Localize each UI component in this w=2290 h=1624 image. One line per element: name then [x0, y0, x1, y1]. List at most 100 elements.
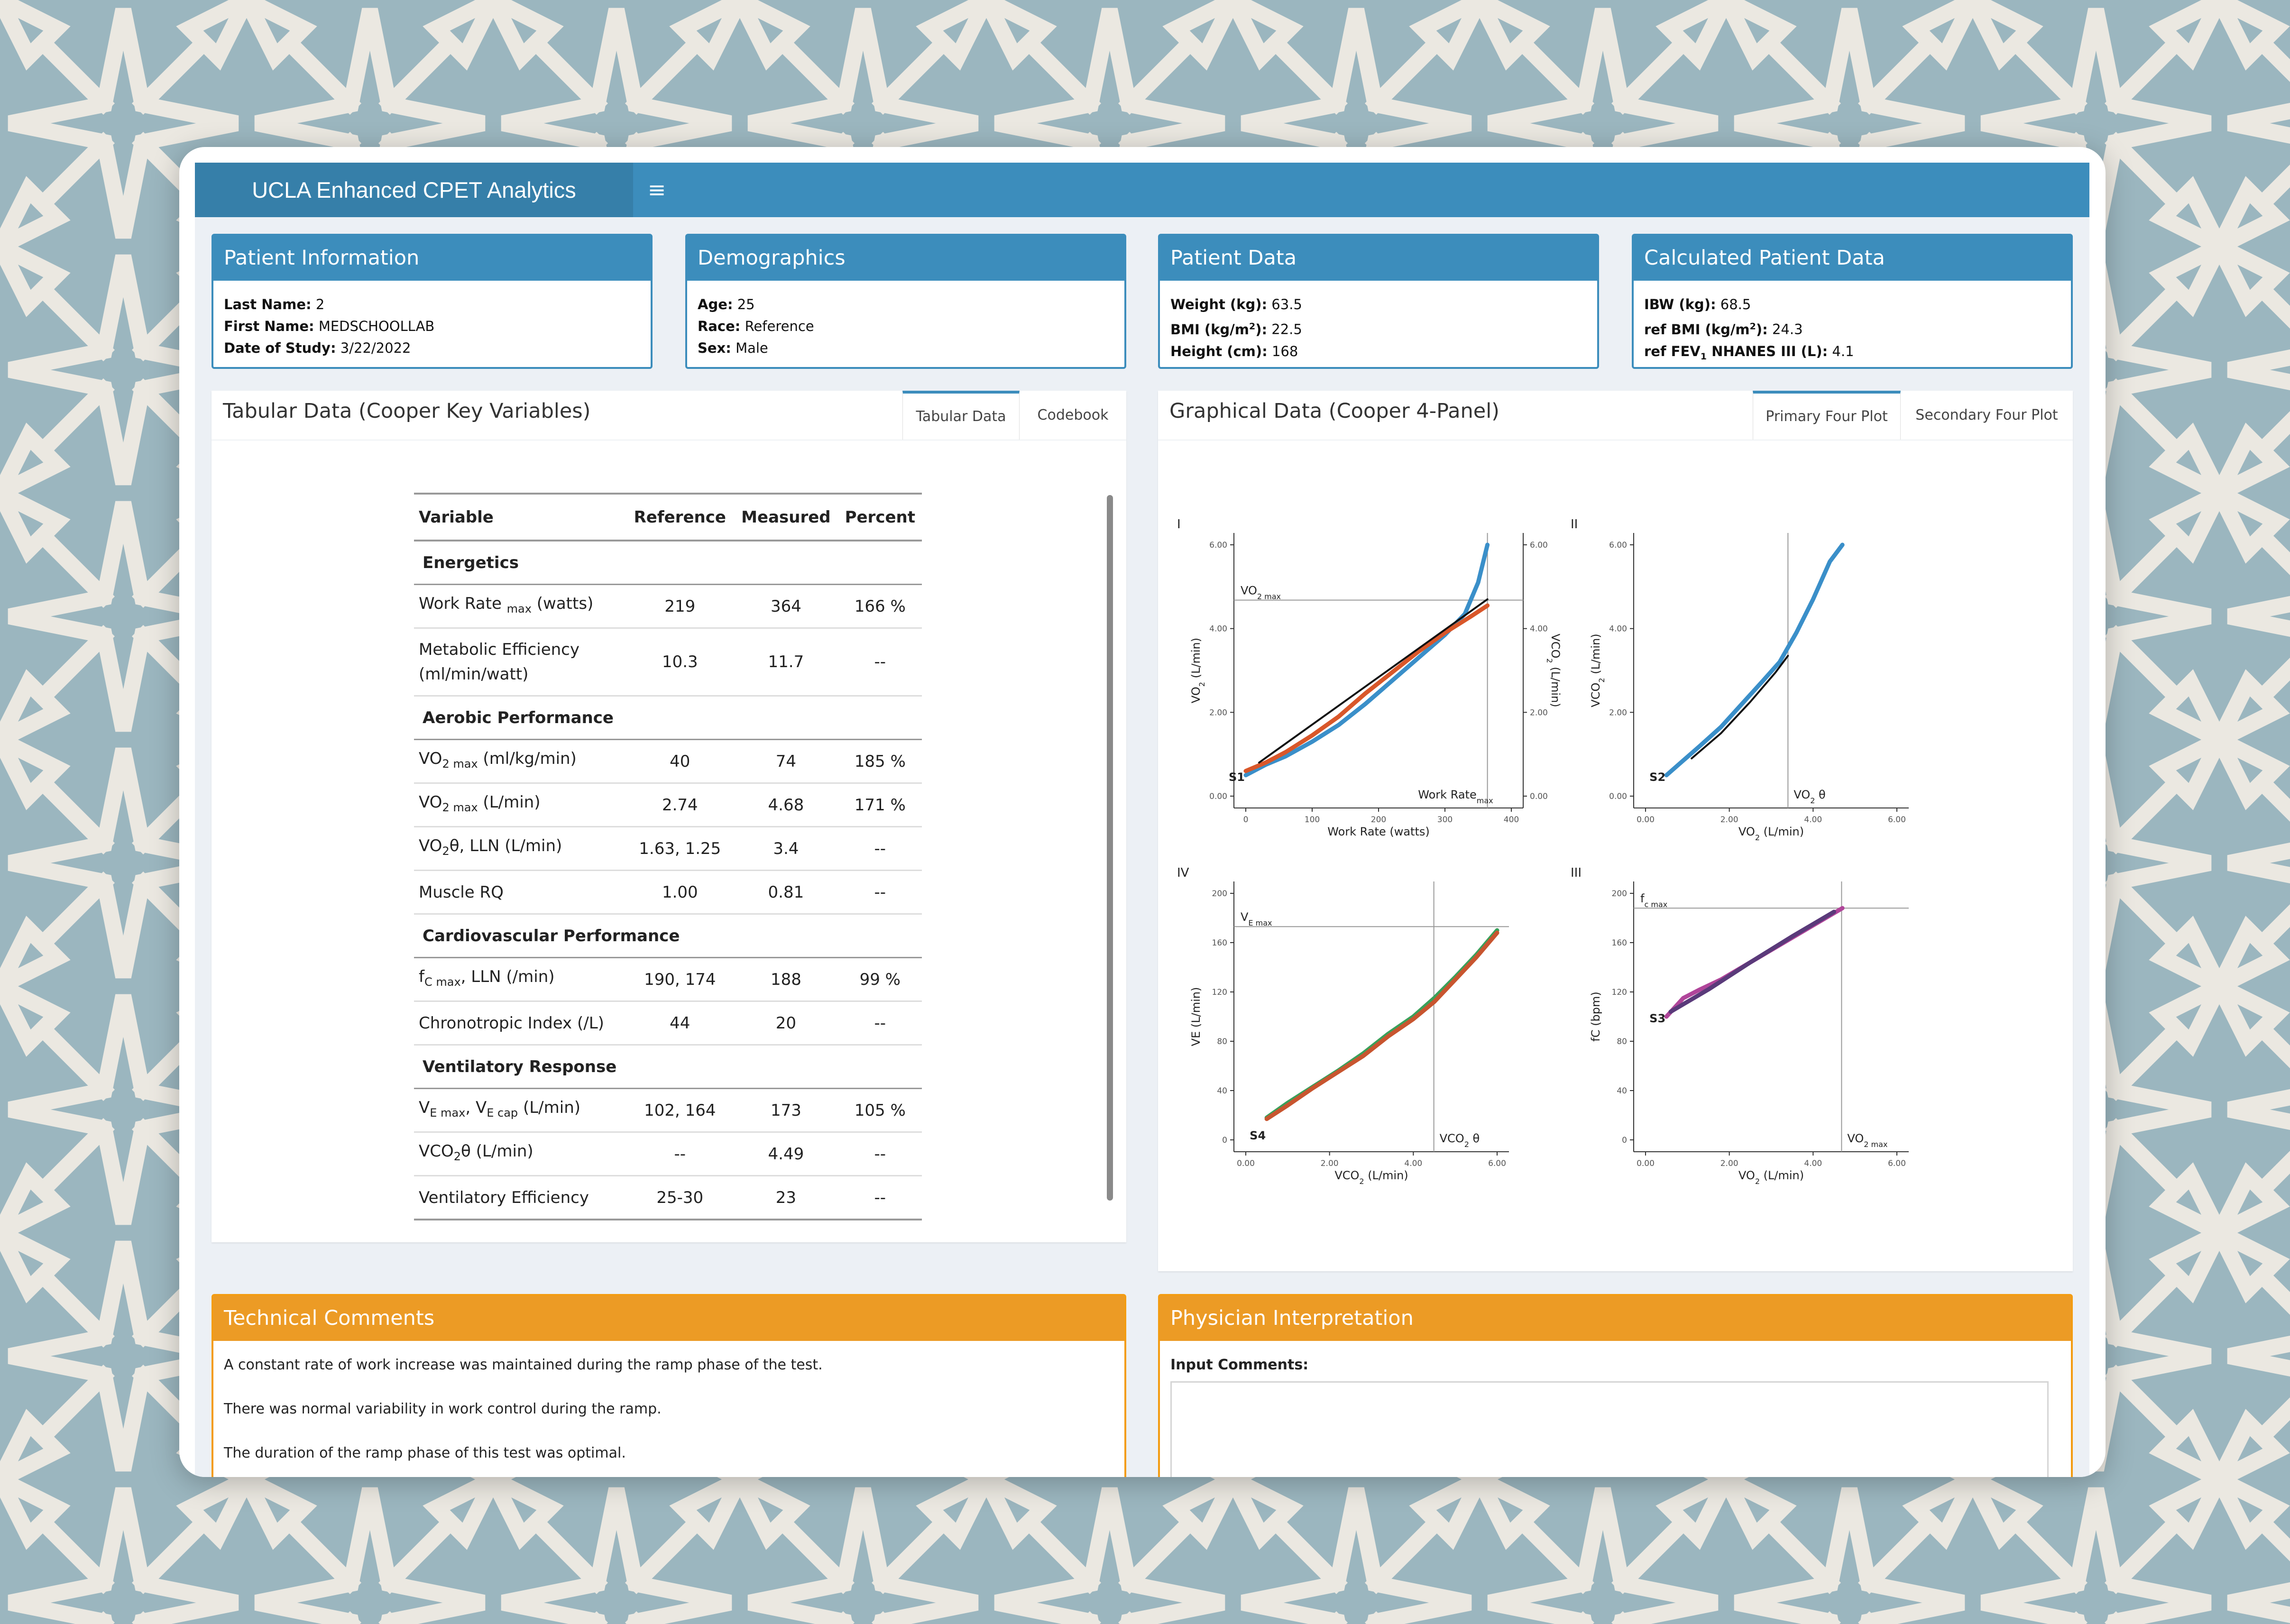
label: Age:	[698, 296, 733, 312]
y-axis-title-part: 2	[1197, 682, 1206, 687]
data-series-line	[1668, 909, 1836, 1014]
label: Weight (kg):	[1170, 296, 1268, 312]
measured-cell: 23	[734, 1175, 838, 1220]
bmi-value: 22.5	[1271, 321, 1302, 338]
reference-cell: 102, 164	[626, 1088, 734, 1133]
segment-label: S3	[1649, 1012, 1665, 1025]
y-axis-title: fC (bpm)	[1589, 991, 1602, 1041]
x-tick-label: 100	[1305, 815, 1320, 825]
tab-primary-four-plot[interactable]: Primary Four Plot	[1753, 391, 1901, 440]
y-tick-label: 2.00	[1209, 708, 1227, 717]
measured-cell: 74	[734, 739, 838, 784]
tabular-data-title: Tabular Data (Cooper Key Variables)	[223, 399, 591, 423]
x-axis-title: VO2 (L/min)	[1738, 825, 1804, 842]
variable-cell: VE max, VE cap (L/min)	[414, 1088, 626, 1133]
data-series-line	[1664, 542, 1845, 778]
y-axis-title-part: 2	[1597, 678, 1606, 682]
x-tick-label: 2.00	[1720, 815, 1738, 825]
section-row: Ventilatory Response	[414, 1045, 922, 1089]
section-ventilatory-response: Ventilatory Response	[414, 1045, 922, 1089]
reference-label-horizontal-part: VO	[1241, 584, 1257, 597]
reference-cell: 1.63, 1.25	[626, 826, 734, 871]
table-row: VCO2θ (L/min) -- 4.49 --	[414, 1132, 922, 1176]
y-tick-label: 2.00	[1609, 708, 1627, 717]
hamburger-icon[interactable]: ≡	[647, 177, 666, 202]
calculated-data-content: IBW (kg): 68.5 ref BMI (kg/m2): 24.3 ref…	[1644, 294, 1854, 367]
measured-cell: 364	[734, 584, 838, 629]
variable-cell: Metabolic Efficiency (ml/min/watt)	[414, 628, 626, 697]
y2-axis-title-part: VCO	[1549, 633, 1562, 658]
app-window: UCLA Enhanced CPET Analytics ≡ Patient I…	[179, 147, 2106, 1477]
variable-cell: fC max, LLN (/min)	[414, 957, 626, 1002]
reference-cell: 2.74	[626, 783, 734, 827]
x-tick-label: 4.00	[1404, 1159, 1422, 1168]
y2-tick-label: 6.00	[1530, 541, 1548, 550]
column-header-variable: Variable	[414, 493, 626, 541]
column-header-percent: Percent	[838, 493, 922, 541]
table-row: Work Rate max (watts) 219 364 166 %	[414, 584, 922, 629]
label: ref FEV1 NHANES III (L):	[1644, 343, 1828, 362]
reference-label-horizontal-part: E max	[1248, 918, 1272, 927]
box-title: Calculated Patient Data	[1634, 236, 2071, 281]
cooper-four-panel-plots: I0 100 200 300 4000.002.004.006.000.002.004.…	[1177, 517, 1909, 1186]
sex-value: Male	[736, 340, 768, 356]
physician-comments-input[interactable]	[1170, 1381, 2049, 1477]
measured-cell: 11.7	[734, 628, 838, 697]
table-scrollbar[interactable]	[1107, 495, 1113, 1201]
y-tick-label: 40	[1217, 1086, 1227, 1096]
panel-label: III	[1571, 866, 1582, 880]
section-row: Energetics	[414, 541, 922, 585]
patient-information-box: Patient Information Last Name: 2 First N…	[212, 234, 653, 369]
y-axis-title-part: (L/min)	[1589, 633, 1602, 678]
measured-cell: 0.81	[734, 870, 838, 915]
x-tick-label: 4.00	[1804, 1159, 1822, 1168]
section-aerobic-performance: Aerobic Performance	[414, 696, 922, 740]
section-cardiovascular-performance: Cardiovascular Performance	[414, 914, 922, 958]
top-navbar: UCLA Enhanced CPET Analytics ≡	[195, 163, 2089, 217]
percent-cell: --	[838, 826, 922, 871]
tab-codebook[interactable]: Codebook	[1037, 407, 1109, 423]
percent-cell: 185 %	[838, 739, 922, 784]
patient-data-box: Patient Data Weight (kg): 63.5 BMI (kg/m…	[1158, 234, 1599, 369]
y-tick-label: 0	[1622, 1136, 1627, 1145]
reference-label-vertical-part: θ	[1469, 1132, 1480, 1145]
reference-cell: 10.3	[626, 628, 734, 697]
x-tick-label: 6.00	[1488, 1159, 1506, 1168]
reference-label-horizontal-part: V	[1241, 910, 1249, 924]
y2-tick-label: 2.00	[1530, 708, 1548, 717]
y-axis-title: VO2 (L/min)	[1189, 638, 1206, 703]
tab-tabular-data[interactable]: Tabular Data	[902, 391, 1020, 440]
variable-cell: Ventilatory Efficiency	[414, 1175, 626, 1220]
x-axis-title: Work Rate (watts)	[1327, 825, 1429, 838]
variable-cell: VO2 max (ml/kg/min)	[414, 739, 626, 784]
cooper-key-variables-table: Variable Reference Measured Percent Ener…	[414, 493, 922, 1220]
variable-cell: VO2θ, LLN (L/min)	[414, 826, 626, 871]
x-axis-title-part: VO	[1738, 1169, 1755, 1182]
y-tick-label: 6.00	[1609, 541, 1627, 550]
reference-cell: 25-30	[626, 1175, 734, 1220]
y-tick-label: 80	[1217, 1037, 1227, 1046]
x-tick-label: 0.00	[1637, 815, 1655, 825]
tab-secondary-four-plot[interactable]: Secondary Four Plot	[1915, 407, 2058, 423]
box-title: Physician Interpretation	[1160, 1296, 2071, 1341]
y-tick-label: 0	[1222, 1136, 1227, 1145]
percent-cell: --	[838, 1001, 922, 1046]
tabular-data-box: Tabular Data (Cooper Key Variables) Tabu…	[212, 391, 1126, 1242]
segment-label: S2	[1649, 771, 1665, 784]
height-value: 168	[1271, 343, 1298, 359]
demographics-content: Age: 25 Race: Reference Sex: Male	[698, 294, 814, 359]
app-title[interactable]: UCLA Enhanced CPET Analytics	[195, 163, 633, 217]
x-tick-label: 6.00	[1888, 815, 1906, 825]
percent-cell: --	[838, 1132, 922, 1176]
x-axis-title-part: (L/min)	[1364, 1169, 1408, 1182]
reference-cell: --	[626, 1132, 734, 1176]
reference-label-horizontal: VE max	[1241, 910, 1272, 927]
reference-cell: 219	[626, 584, 734, 629]
y-tick-label: 0.00	[1609, 792, 1627, 801]
y-tick-label: 4.00	[1609, 624, 1627, 634]
reference-label-vertical-part: max	[1477, 796, 1493, 805]
variable-cell: VO2 max (L/min)	[414, 783, 626, 827]
percent-cell: 99 %	[838, 957, 922, 1002]
reference-label-vertical-part: VO	[1793, 788, 1810, 801]
reference-label-vertical: Work Ratemax	[1418, 788, 1493, 805]
